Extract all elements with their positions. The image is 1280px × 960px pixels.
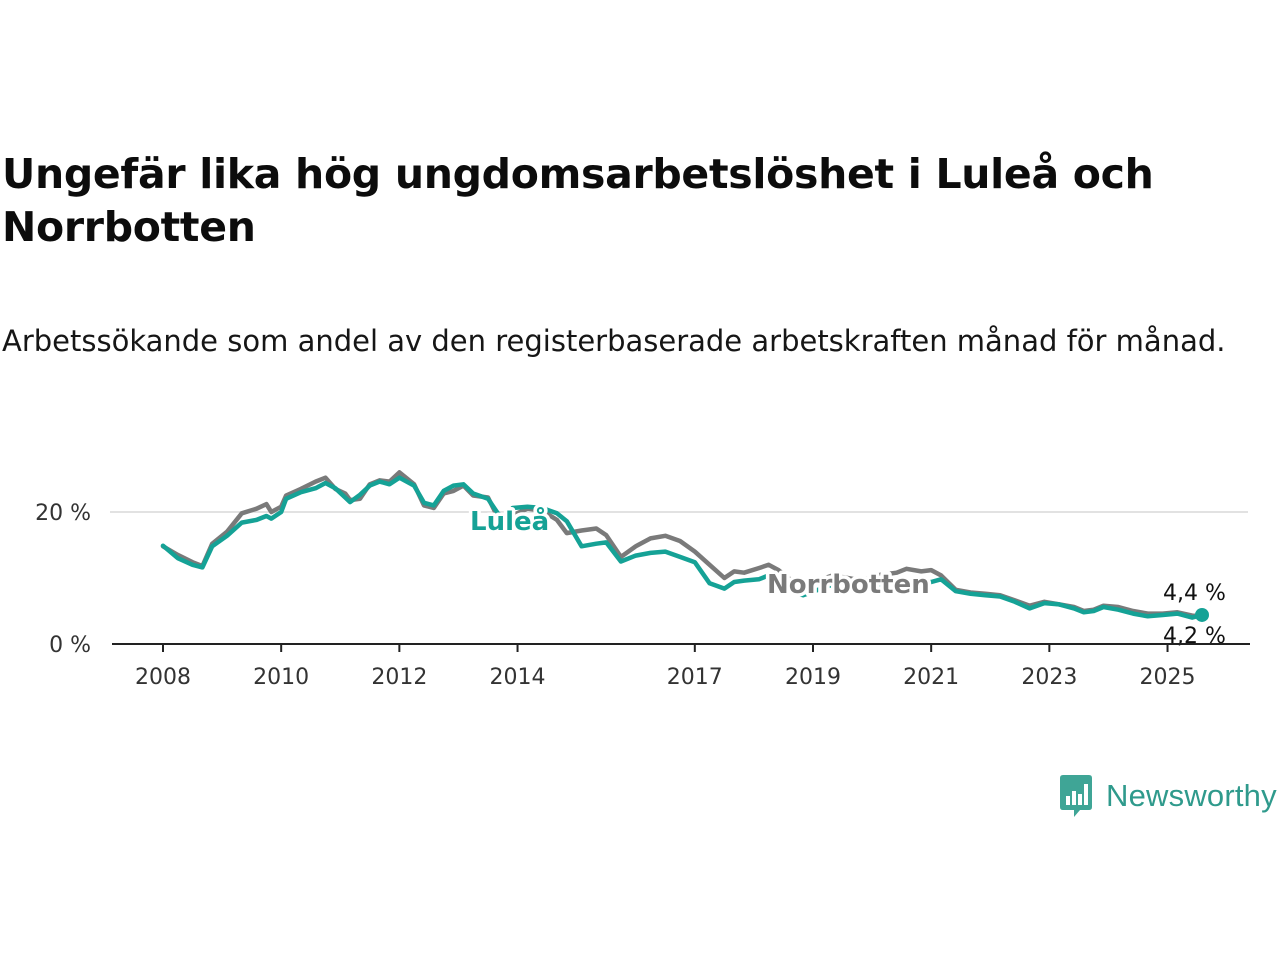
series-line-lulea	[160, 475, 1205, 620]
lulea-end-value: 4,4 %	[1163, 581, 1226, 606]
x-tick-label: 2023	[1021, 665, 1077, 690]
x-tick-label: 2019	[785, 665, 841, 690]
newsworthy-logo: Newsworthy	[1058, 772, 1277, 820]
x-tick-label: 2025	[1140, 665, 1196, 690]
series-label-norrbotten: Norrbotten	[767, 570, 930, 600]
y-tick-label: 0 %	[49, 633, 91, 658]
x-tick-label: 2012	[371, 665, 427, 690]
series-line-norrbotten	[160, 470, 1205, 619]
x-tick-label: 2017	[667, 665, 723, 690]
series-lines	[160, 470, 1209, 622]
series-labels: Norrbotten Luleå 4,4 % 4,2 %	[467, 502, 1229, 652]
newsworthy-logo-text: Newsworthy	[1106, 778, 1277, 813]
lulea-end-marker	[1195, 607, 1209, 622]
x-tick-label: 2008	[135, 665, 191, 690]
x-tick-label: 2014	[490, 665, 546, 690]
chart-title: Ungefär lika hög ungdomsarbetslöshet i L…	[2, 150, 1154, 251]
x-axis: 2008 2010 2012 2014 2017 2019 2021 2023 2025	[112, 643, 1250, 690]
x-tick-label: 2021	[903, 665, 959, 690]
grid-lines: 0 % 20 %	[35, 501, 1248, 658]
y-tick-label: 20 %	[35, 501, 91, 526]
x-tick-label: 2010	[253, 665, 309, 690]
norrbotten-end-value: 4,2 %	[1163, 624, 1226, 649]
newsworthy-logo-icon	[1060, 775, 1092, 817]
chart-subtitle: Arbetssökande som andel av den registerb…	[2, 324, 1226, 358]
series-label-lulea: Luleå	[470, 505, 549, 537]
